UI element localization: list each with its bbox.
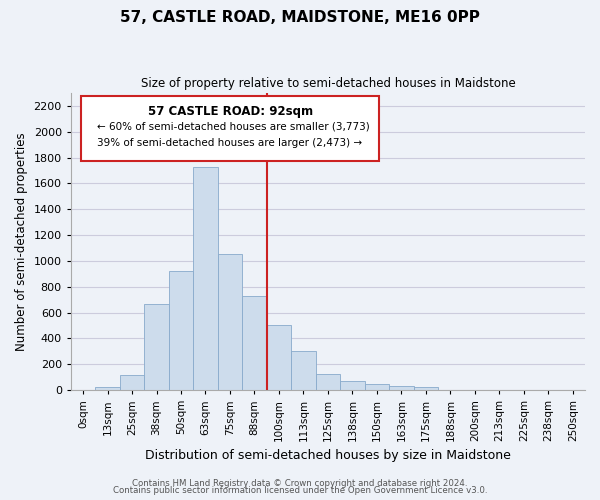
Bar: [120, 374, 144, 390]
Bar: [218, 254, 242, 390]
Bar: [365, 384, 389, 390]
Bar: [144, 304, 169, 390]
Bar: [291, 350, 316, 390]
Title: Size of property relative to semi-detached houses in Maidstone: Size of property relative to semi-detach…: [140, 78, 515, 90]
Text: Contains HM Land Registry data © Crown copyright and database right 2024.: Contains HM Land Registry data © Crown c…: [132, 478, 468, 488]
Bar: [340, 381, 365, 390]
Bar: [389, 386, 413, 390]
Bar: [242, 296, 267, 390]
Text: 39% of semi-detached houses are larger (2,473) →: 39% of semi-detached houses are larger (…: [97, 138, 362, 147]
Bar: [413, 388, 438, 390]
Bar: [267, 326, 291, 390]
Y-axis label: Number of semi-detached properties: Number of semi-detached properties: [15, 132, 28, 351]
Bar: [193, 168, 218, 390]
FancyBboxPatch shape: [81, 96, 379, 162]
Bar: [316, 374, 340, 390]
Text: ← 60% of semi-detached houses are smaller (3,773): ← 60% of semi-detached houses are smalle…: [97, 122, 369, 132]
Text: 57 CASTLE ROAD: 92sqm: 57 CASTLE ROAD: 92sqm: [148, 105, 313, 118]
Text: 57, CASTLE ROAD, MAIDSTONE, ME16 0PP: 57, CASTLE ROAD, MAIDSTONE, ME16 0PP: [120, 10, 480, 25]
Text: Contains public sector information licensed under the Open Government Licence v3: Contains public sector information licen…: [113, 486, 487, 495]
Bar: [169, 270, 193, 390]
X-axis label: Distribution of semi-detached houses by size in Maidstone: Distribution of semi-detached houses by …: [145, 450, 511, 462]
Bar: [95, 388, 120, 390]
